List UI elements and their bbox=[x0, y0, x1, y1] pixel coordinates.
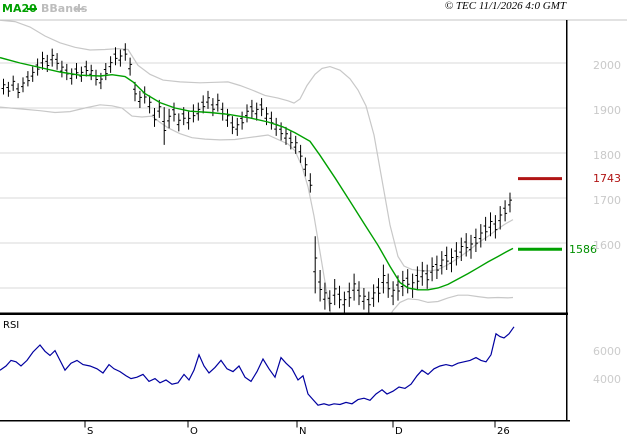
resistance-level-label: 1743 bbox=[593, 172, 621, 185]
copyright-text: © TEC 11/1/2026 4:0 GMT bbox=[444, 0, 566, 12]
month-axis-tick-label: S bbox=[87, 426, 94, 437]
support-level-label: 1586 bbox=[569, 243, 597, 256]
price-axis-tick-label: 1600 bbox=[593, 239, 621, 252]
legend-ma20-label: MA20 bbox=[2, 2, 37, 15]
price-axis-tick-label: 1700 bbox=[593, 194, 621, 207]
price-axis-tick-label: 1800 bbox=[593, 149, 621, 162]
month-axis-tick-label: 26 bbox=[497, 426, 510, 437]
legend-ma20-swatch bbox=[27, 8, 37, 10]
price-axis-tick-label: 1900 bbox=[593, 104, 621, 117]
month-axis-tick-label: N bbox=[299, 426, 307, 437]
rsi-axis-tick-label: 6000 bbox=[593, 345, 621, 358]
legend-bbands-swatch bbox=[74, 8, 84, 10]
month-axis-tick-label: D bbox=[395, 426, 403, 437]
rsi-panel-title: RSI bbox=[3, 320, 20, 331]
legend-bbands-label: BBands bbox=[41, 2, 88, 15]
month-axis-tick-label: O bbox=[190, 426, 198, 437]
rsi-axis-tick-label: 4000 bbox=[593, 373, 621, 386]
price-axis-tick-label: 2000 bbox=[593, 59, 621, 72]
